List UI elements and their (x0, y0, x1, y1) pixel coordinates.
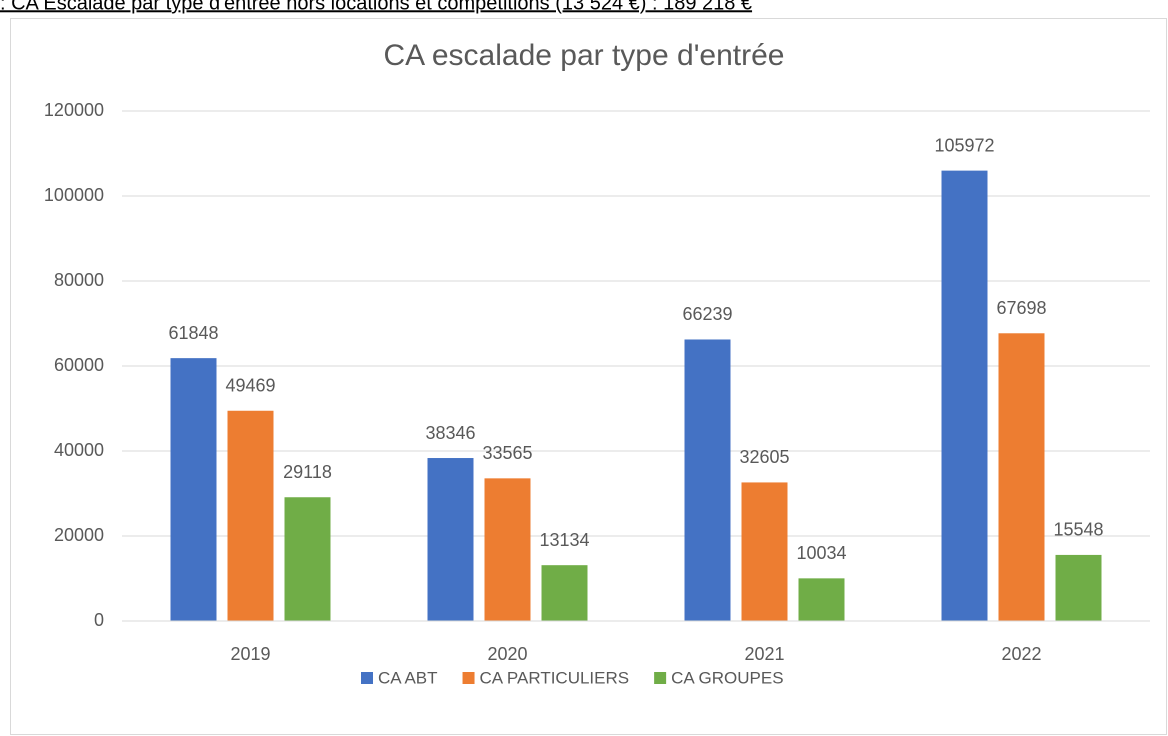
x-tick-label: 2020 (487, 644, 527, 664)
value-label: 67698 (996, 298, 1046, 318)
x-tick-label: 2019 (230, 644, 270, 664)
y-tick-label: 60000 (54, 355, 104, 375)
y-tick-label: 100000 (44, 185, 104, 205)
legend-swatch (462, 672, 475, 684)
legend-label: CA ABT (378, 668, 438, 687)
y-tick-label: 0 (94, 610, 104, 630)
value-label: 38346 (425, 423, 475, 443)
bar (798, 578, 845, 621)
chart-title: CA escalade par type d'entrée (384, 39, 785, 72)
y-tick-label: 20000 (54, 525, 104, 545)
caption: : CA Escalade par type d'entrée hors loc… (0, 0, 752, 14)
x-tick-label: 2021 (744, 644, 784, 664)
value-label: 32605 (739, 447, 789, 467)
bar (684, 339, 731, 621)
legend-label: CA PARTICULIERS (480, 668, 630, 687)
value-label: 33565 (482, 443, 532, 463)
legend-swatch (654, 672, 667, 684)
bar (741, 482, 788, 621)
bar (227, 410, 274, 621)
legend-swatch (361, 672, 373, 684)
x-tick-label: 2022 (1001, 644, 1041, 664)
y-tick-label: 40000 (54, 440, 104, 460)
value-label: 15548 (1053, 520, 1103, 540)
bar (541, 565, 588, 621)
legend-label: CA GROUPES (671, 668, 783, 687)
bar (484, 478, 531, 621)
bar (998, 333, 1045, 621)
bar (170, 358, 217, 621)
value-label: 105972 (934, 135, 994, 155)
value-label: 13134 (539, 530, 589, 550)
bar (1055, 554, 1102, 621)
bar (427, 458, 474, 621)
value-label: 61848 (168, 323, 218, 343)
value-label: 49469 (225, 376, 275, 396)
y-tick-label: 80000 (54, 270, 104, 290)
value-label: 10034 (796, 543, 846, 563)
value-label: 29118 (283, 462, 332, 482)
y-tick-label: 120000 (44, 100, 104, 120)
bar (941, 170, 988, 621)
bar (284, 497, 331, 621)
value-label: 66239 (682, 304, 732, 324)
